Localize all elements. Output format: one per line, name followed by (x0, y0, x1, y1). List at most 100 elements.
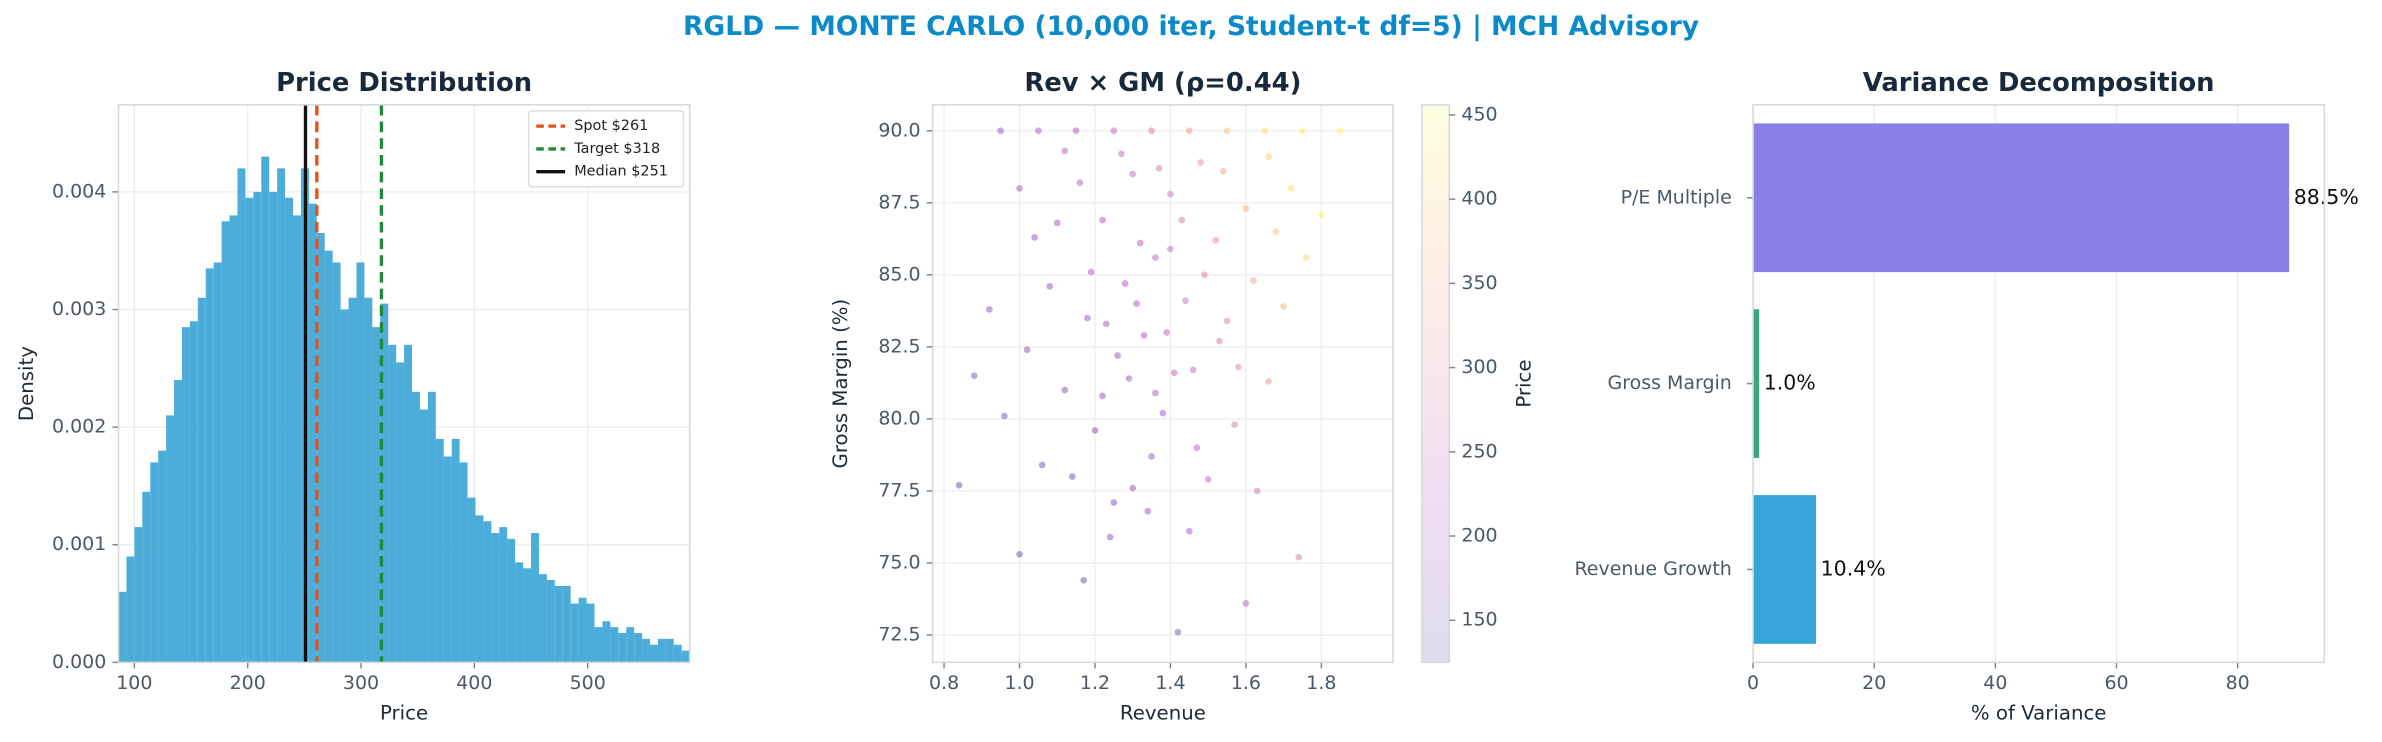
hist-bar (221, 221, 230, 663)
x-axis-label: Revenue (1120, 702, 1206, 725)
scatter-point (997, 127, 1005, 135)
scatter-point (1163, 329, 1171, 336)
scatter-point (1302, 254, 1310, 261)
scatter-point (1235, 363, 1242, 371)
hist-bar (507, 538, 516, 663)
scatter-point (1125, 375, 1133, 382)
scatter-point (1069, 473, 1076, 480)
scatter-point (1031, 234, 1038, 241)
scatter-point (1136, 239, 1144, 247)
scatter-point (985, 306, 993, 313)
scatter-point (1121, 280, 1129, 287)
scatter-point (1216, 337, 1223, 345)
hist-bar (467, 497, 476, 663)
scatter-point (1091, 427, 1099, 434)
hist-bar (126, 556, 135, 663)
hist-bar (491, 532, 500, 663)
scatter-point (1261, 127, 1269, 135)
hist-bar (158, 450, 167, 663)
axes-frame (117, 104, 691, 664)
scatter-point (1201, 271, 1208, 279)
scatter-point (1242, 599, 1250, 607)
colorbar (1421, 104, 1451, 664)
hist-bar (673, 644, 682, 663)
hist-bar (118, 591, 127, 663)
x-tick-label: 1.8 (1306, 672, 1336, 694)
colorbar-tick-label: 300 (1461, 356, 1497, 378)
axes-frame (931, 104, 1394, 664)
hist-bar (578, 597, 587, 663)
scatter-point (1287, 185, 1295, 192)
scatter-point (1155, 164, 1163, 172)
scatter-point (1272, 228, 1280, 235)
scatter-point (970, 372, 978, 380)
x-tick-label: 0.8 (929, 672, 959, 694)
scatter-point (1178, 216, 1186, 224)
hist-bar (174, 380, 182, 663)
x-tick-label: 1.6 (1231, 672, 1261, 694)
y-tick-label: 77.5 (878, 479, 920, 501)
hist-bar (586, 603, 595, 663)
y-axis-label: Density (15, 346, 38, 421)
value-label: 88.5% (2294, 185, 2359, 209)
scatter-point (1099, 392, 1106, 400)
hist-bar (332, 262, 341, 663)
scatter-point (1053, 219, 1061, 227)
x-tick-label: 0 (1747, 672, 1759, 694)
subplot-title: Price Distribution (276, 68, 532, 98)
hist-bar (665, 638, 674, 663)
hist-bar (554, 585, 563, 663)
hist-bar (459, 462, 468, 663)
scatter-point (1076, 179, 1084, 186)
hist-bar (634, 632, 643, 663)
hist-bar (610, 627, 619, 663)
scatter-point (1035, 127, 1042, 135)
scatter-point (1167, 245, 1174, 253)
hist-bar (364, 297, 373, 663)
hist-bar (356, 262, 365, 663)
hist-bar (626, 627, 635, 663)
scatter-point (1223, 127, 1231, 135)
scatter-point (1110, 499, 1118, 506)
x-axis-label: % of Variance (1971, 702, 2107, 725)
scatter-point (1223, 317, 1231, 325)
hist-bar (570, 603, 579, 663)
scatter-point (1114, 352, 1121, 359)
hist-bar (285, 197, 294, 663)
hist-bar (277, 168, 286, 663)
hist-bar (412, 391, 420, 663)
hist-bar (348, 297, 357, 663)
hist-bar (181, 327, 190, 663)
scatter-point (1185, 527, 1193, 535)
value-label: 10.4% (1821, 556, 1886, 580)
colorbar-tick-label: 250 (1461, 440, 1497, 462)
y-tick-label: 72.5 (878, 623, 920, 645)
legend-label: Spot $261 (574, 118, 648, 134)
y-tick-label: 90.0 (878, 119, 920, 141)
x-tick-label: 300 (343, 672, 379, 694)
x-tick-label: 20 (1862, 672, 1886, 694)
hist-bar (515, 562, 524, 663)
subplot-title: Variance Decomposition (1863, 68, 2215, 98)
scatter-point (1016, 550, 1023, 558)
scatter-point (1197, 159, 1204, 166)
hist-bar (396, 362, 405, 663)
y-tick-label: 0.002 (52, 416, 106, 438)
scatter-point (1038, 461, 1046, 469)
hist-bar (380, 303, 389, 663)
hist-bar (681, 650, 690, 663)
legend-label: Target $318 (573, 141, 660, 157)
y-tick-label: 80.0 (878, 407, 920, 429)
hist-bar (261, 156, 270, 663)
x-tick-label: 80 (2226, 672, 2250, 694)
subplot-title: Rev × GM (ρ=0.44) (1024, 68, 1301, 98)
hist-bar (483, 521, 492, 663)
scatter-point (1182, 297, 1189, 305)
legend-box (527, 110, 685, 188)
scatter-point (1061, 147, 1069, 155)
scatter-point (1129, 484, 1137, 492)
colorbar-tick-label: 400 (1461, 188, 1497, 210)
hist-bar (546, 580, 555, 663)
hist-bar (650, 644, 658, 663)
hist-bar (134, 527, 143, 663)
